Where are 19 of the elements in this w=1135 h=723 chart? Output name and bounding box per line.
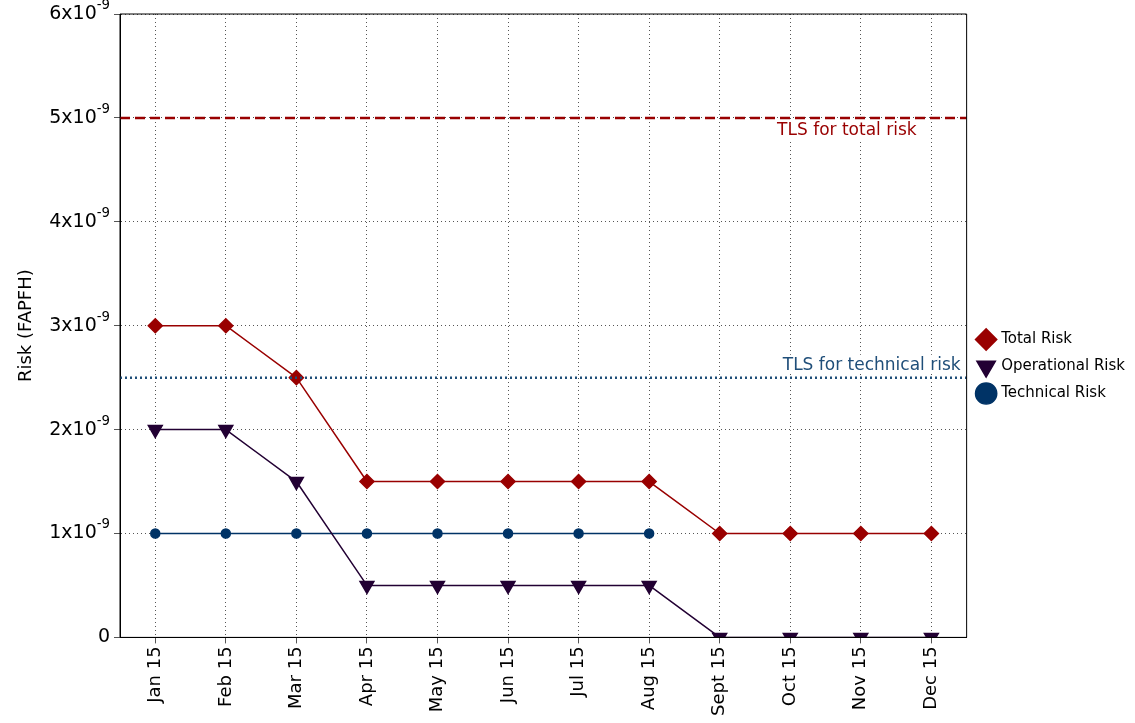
y-tick-label: 0 bbox=[97, 624, 111, 647]
legend-label: Technical Risk bbox=[1000, 383, 1107, 402]
x-tick-label: Mar 15 bbox=[284, 646, 306, 709]
x-tick-label: Sept 15 bbox=[707, 646, 729, 716]
x-tick-label: Feb 15 bbox=[213, 646, 235, 707]
x-tick-label: Jan 15 bbox=[142, 646, 164, 704]
x-tick-label: Apr 15 bbox=[354, 646, 376, 707]
legend-label: Operational Risk bbox=[1001, 356, 1126, 375]
x-tick-label: Jun 15 bbox=[495, 646, 517, 705]
y-axis-title: Risk (FAPFH) bbox=[14, 269, 36, 383]
x-tick-label: Oct 15 bbox=[777, 646, 799, 707]
x-tick-label: Nov 15 bbox=[848, 646, 870, 711]
x-tick-label: Jul 15 bbox=[566, 646, 588, 698]
x-tick-label: May 15 bbox=[425, 646, 447, 713]
ref-line-label: TLS for technical risk bbox=[781, 353, 961, 374]
x-tick-label: Dec 15 bbox=[919, 646, 941, 710]
x-tick-label: Aug 15 bbox=[636, 646, 658, 711]
ref-line-label: TLS for total risk bbox=[776, 118, 917, 139]
legend-label: Total Risk bbox=[1000, 329, 1073, 348]
